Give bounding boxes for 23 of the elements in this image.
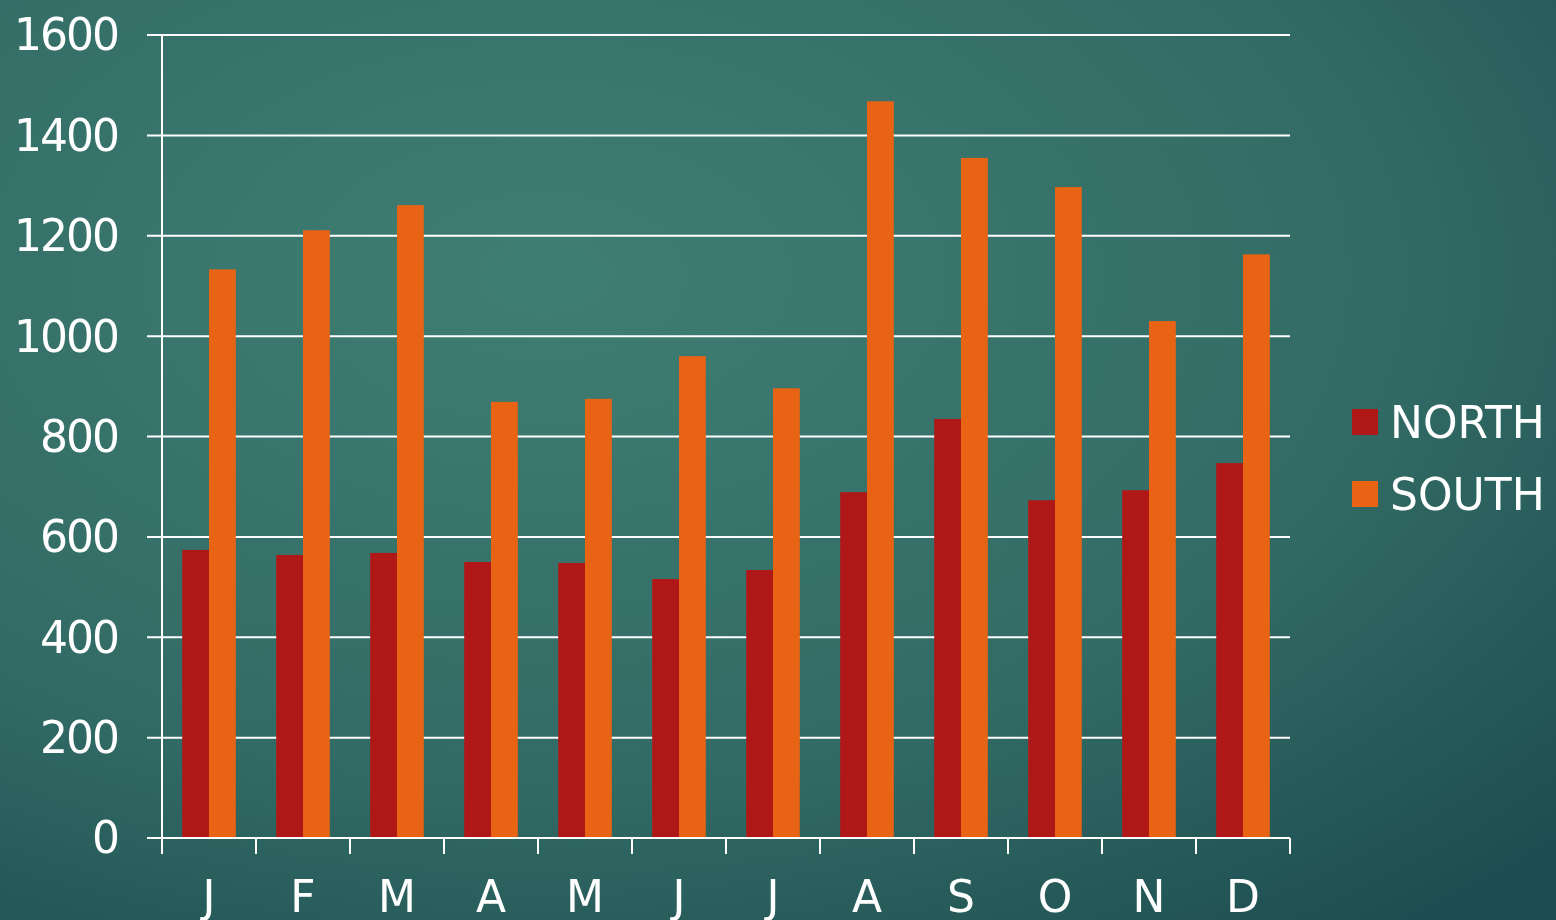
x-tick-label: N xyxy=(1132,871,1166,920)
legend-label: SOUTH xyxy=(1390,468,1545,520)
x-tick-label: M xyxy=(378,871,416,920)
y-tick-label: 600 xyxy=(40,511,118,563)
x-tick-label: M xyxy=(566,871,604,920)
x-tick-label: O xyxy=(1037,871,1073,920)
x-tick-label: F xyxy=(290,871,316,920)
y-tick-label: 1400 xyxy=(14,109,118,161)
y-tick-label: 400 xyxy=(40,611,118,663)
y-tick-label: 1600 xyxy=(14,9,118,61)
x-tick-label: J xyxy=(669,871,686,920)
legend-label: NORTH xyxy=(1390,396,1545,448)
y-tick-label: 800 xyxy=(40,410,118,462)
y-tick-label: 0 xyxy=(92,812,118,864)
x-tick-label: D xyxy=(1226,871,1260,920)
y-tick-label: 200 xyxy=(40,712,118,764)
y-tick-label: 1200 xyxy=(14,210,118,262)
x-tick-label: J xyxy=(763,871,780,920)
x-tick-label: A xyxy=(851,871,883,920)
x-tick-label: J xyxy=(199,871,216,920)
x-tick-label: A xyxy=(475,871,507,920)
y-tick-label: 1000 xyxy=(14,310,118,362)
x-tick-label: S xyxy=(947,871,975,920)
